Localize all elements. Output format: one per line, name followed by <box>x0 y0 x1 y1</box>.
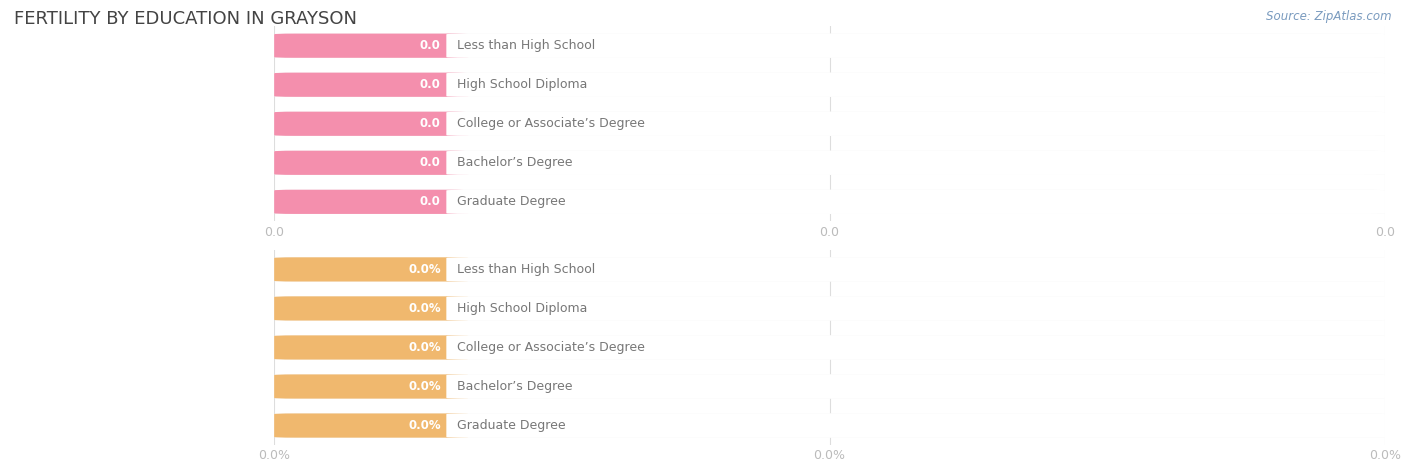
FancyBboxPatch shape <box>274 375 468 398</box>
FancyBboxPatch shape <box>446 73 1385 97</box>
FancyBboxPatch shape <box>274 297 1385 320</box>
Text: 0.0: 0.0 <box>420 117 441 130</box>
FancyBboxPatch shape <box>446 151 1385 175</box>
FancyBboxPatch shape <box>446 375 1385 398</box>
Text: College or Associate’s Degree: College or Associate’s Degree <box>457 341 645 354</box>
Text: 0.0%: 0.0% <box>408 341 441 354</box>
Text: 0.0%: 0.0% <box>408 263 441 276</box>
FancyBboxPatch shape <box>446 414 1385 437</box>
Text: High School Diploma: High School Diploma <box>457 302 588 315</box>
FancyBboxPatch shape <box>274 258 468 281</box>
Text: 0.0: 0.0 <box>420 195 441 208</box>
FancyBboxPatch shape <box>446 34 1385 58</box>
FancyBboxPatch shape <box>274 336 1385 359</box>
Text: Less than High School: Less than High School <box>457 39 596 52</box>
FancyBboxPatch shape <box>274 414 1385 437</box>
FancyBboxPatch shape <box>274 73 1385 97</box>
FancyBboxPatch shape <box>274 414 468 437</box>
FancyBboxPatch shape <box>446 336 1385 359</box>
FancyBboxPatch shape <box>274 34 1385 58</box>
Text: 0.0%: 0.0% <box>408 302 441 315</box>
Text: Bachelor’s Degree: Bachelor’s Degree <box>457 380 572 393</box>
FancyBboxPatch shape <box>274 336 468 359</box>
Text: Source: ZipAtlas.com: Source: ZipAtlas.com <box>1267 10 1392 22</box>
Text: 0.0: 0.0 <box>420 39 441 52</box>
FancyBboxPatch shape <box>274 151 468 175</box>
Text: High School Diploma: High School Diploma <box>457 78 588 91</box>
FancyBboxPatch shape <box>274 112 468 136</box>
Text: FERTILITY BY EDUCATION IN GRAYSON: FERTILITY BY EDUCATION IN GRAYSON <box>14 10 357 28</box>
FancyBboxPatch shape <box>274 190 1385 214</box>
Text: 0.0%: 0.0% <box>408 419 441 432</box>
Text: 0.0: 0.0 <box>420 156 441 169</box>
FancyBboxPatch shape <box>446 112 1385 136</box>
FancyBboxPatch shape <box>274 151 1385 175</box>
FancyBboxPatch shape <box>274 190 468 214</box>
Text: College or Associate’s Degree: College or Associate’s Degree <box>457 117 645 130</box>
Text: Graduate Degree: Graduate Degree <box>457 195 567 208</box>
FancyBboxPatch shape <box>274 375 1385 398</box>
FancyBboxPatch shape <box>274 34 468 58</box>
Text: Bachelor’s Degree: Bachelor’s Degree <box>457 156 572 169</box>
Text: Less than High School: Less than High School <box>457 263 596 276</box>
FancyBboxPatch shape <box>274 73 468 97</box>
Text: Graduate Degree: Graduate Degree <box>457 419 567 432</box>
Text: 0.0%: 0.0% <box>408 380 441 393</box>
FancyBboxPatch shape <box>274 112 1385 136</box>
Text: 0.0: 0.0 <box>420 78 441 91</box>
FancyBboxPatch shape <box>446 297 1385 320</box>
FancyBboxPatch shape <box>446 258 1385 281</box>
FancyBboxPatch shape <box>274 258 1385 281</box>
FancyBboxPatch shape <box>274 297 468 320</box>
FancyBboxPatch shape <box>446 190 1385 214</box>
